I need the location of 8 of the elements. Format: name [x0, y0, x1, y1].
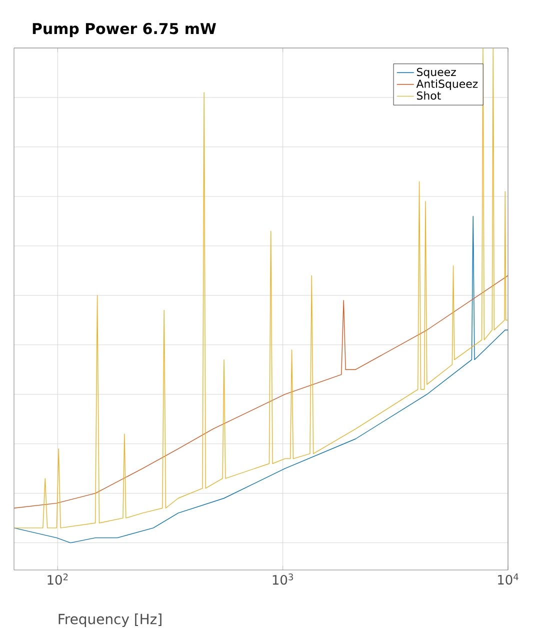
legend-label: Shot [416, 91, 441, 100]
x-tick-label: 10$^{4}$ [498, 574, 518, 585]
x-tick-label: 10$^{2}$ [48, 574, 68, 585]
chart-title: Pump Power 6.75 mW [32, 22, 216, 38]
legend-label: AntiSqueez [416, 79, 478, 90]
x-axis-title: Frequency [Hz] [58, 614, 162, 628]
x-tick-label: 10$^{3}$ [272, 574, 293, 585]
legend-label: Squeez [416, 68, 456, 78]
